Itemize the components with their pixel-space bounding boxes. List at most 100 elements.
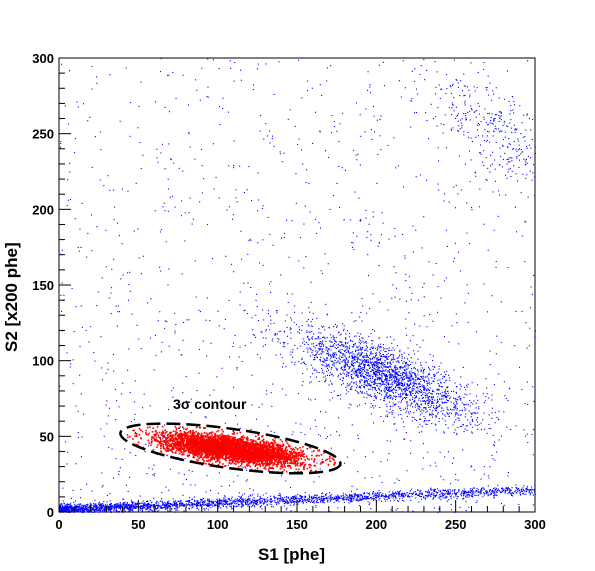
data-point-s0-4327: [424, 402, 426, 404]
data-point-s0-1617: [141, 510, 143, 512]
data-point-s0-1802: [435, 495, 437, 497]
data-point-s0-4208: [319, 343, 321, 345]
data-point-s0-1850: [493, 496, 495, 498]
data-point-s0-4053: [459, 426, 461, 428]
data-point-s0-3431: [441, 377, 443, 379]
data-point-s0-4338: [367, 361, 369, 363]
data-point-s0-940: [399, 494, 401, 496]
data-point-s0-3090: [412, 390, 414, 392]
data-point-s0-3121: [373, 407, 375, 409]
data-point-s0-3536: [362, 337, 364, 339]
data-point-s0-3551: [454, 382, 456, 384]
data-point-s0-1336: [357, 496, 359, 498]
data-point-s0-3478: [384, 348, 386, 350]
data-point-s0-1098: [144, 505, 146, 507]
data-point-s0-1740: [185, 500, 187, 502]
data-point-s0-3993: [350, 381, 352, 383]
data-point-s0-2817: [394, 370, 396, 372]
data-point-s0-430: [508, 492, 510, 494]
data-point-s0-2557: [104, 509, 106, 511]
data-point-s0-1982: [150, 505, 152, 507]
data-point-s0-2259: [71, 505, 73, 507]
data-point-s0-474: [515, 492, 517, 494]
data-point-s0-2821: [362, 368, 364, 370]
data-point-s0-3814: [455, 406, 457, 408]
data-point-s0-3726: [373, 364, 375, 366]
data-point-s0-4131: [400, 382, 402, 384]
data-point-s0-1879: [501, 491, 503, 493]
data-point-s0-835: [153, 497, 155, 499]
data-point-s0-4483: [416, 369, 418, 371]
data-point-s0-4003: [435, 424, 437, 426]
data-point-s0-3847: [380, 394, 382, 396]
data-point-s0-3520: [318, 349, 320, 351]
data-point-s0-3229: [356, 349, 358, 351]
data-point-s0-246: [366, 496, 368, 498]
data-point-s0-4522: [367, 374, 369, 376]
data-point-s0-4838: [463, 131, 465, 133]
data-point-s0-3013: [343, 370, 345, 372]
data-point-s0-3580: [358, 335, 360, 337]
data-point-s0-1041: [506, 490, 508, 492]
data-point-s0-3396: [369, 357, 371, 359]
data-point-s0-4989: [499, 116, 501, 118]
data-point-s0-716: [200, 504, 202, 506]
data-point-s0-2222: [82, 511, 84, 513]
data-point-s0-3201: [478, 423, 480, 425]
data-point-s0-4935: [506, 158, 508, 160]
data-point-s0-2209: [159, 500, 161, 502]
data-point-s0-3654: [307, 351, 309, 353]
data-point-s0-4467: [372, 329, 374, 331]
data-point-s0-3771: [331, 373, 333, 375]
data-point-s0-4406: [361, 359, 363, 361]
data-point-s0-2520: [77, 503, 79, 505]
data-point-s0-2415: [123, 503, 125, 505]
data-point-s0-4682: [409, 379, 411, 381]
data-point-s0-2444: [95, 508, 97, 510]
data-point-s0-798: [245, 500, 247, 502]
data-point-s0-2518: [197, 507, 199, 509]
data-point-s0-1024: [112, 507, 114, 509]
data-point-s0-2510: [240, 501, 242, 503]
data-point-s0-1681: [493, 495, 495, 497]
data-point-s0-1597: [87, 510, 89, 512]
data-point-s0-2363: [479, 491, 481, 493]
data-point-s0-3672: [325, 346, 327, 348]
data-point-s0-1266: [212, 505, 214, 507]
data-point-s0-1676: [242, 498, 244, 500]
data-point-s0-3428: [330, 360, 332, 362]
data-point-s0-2144: [301, 501, 303, 503]
data-point-s0-4888: [487, 113, 489, 115]
data-point-s0-310: [375, 495, 377, 497]
data-point-s0-1192: [164, 502, 166, 504]
data-point-s0-3354: [396, 381, 398, 383]
data-point-s0-4911: [464, 100, 466, 102]
data-point-s0-1955: [416, 494, 418, 496]
data-point-s0-4392: [389, 350, 391, 352]
data-point-s0-2849: [374, 356, 376, 358]
data-point-s0-144: [123, 505, 125, 507]
data-point-s0-2280: [221, 500, 223, 502]
data-point-s0-1343: [120, 509, 122, 511]
data-point-s0-4941: [511, 157, 513, 159]
data-point-s0-2451: [108, 508, 110, 510]
data-point-s0-3535: [416, 391, 418, 393]
data-point-s0-4747: [315, 350, 317, 352]
data-point-s0-4344: [315, 369, 317, 371]
data-point-s0-187: [526, 487, 528, 489]
data-point-s0-2710: [423, 369, 425, 371]
data-point-s0-4071: [317, 357, 319, 359]
data-point-s0-4856: [473, 86, 475, 88]
data-point-s0-2727: [352, 359, 354, 361]
data-point-s0-3171: [415, 380, 417, 382]
data-point-s0-495: [522, 487, 524, 489]
data-point-s0-4683: [408, 371, 410, 373]
data-point-s0-2242: [207, 500, 209, 502]
data-point-s0-2972: [443, 394, 445, 396]
data-point-s0-4669: [310, 321, 312, 323]
data-point-s0-4037: [366, 373, 368, 375]
data-point-s0-3533: [428, 396, 430, 398]
data-point-s0-128: [456, 498, 458, 500]
data-point-s0-2599: [467, 383, 469, 385]
data-point-s0-4910: [502, 138, 504, 140]
